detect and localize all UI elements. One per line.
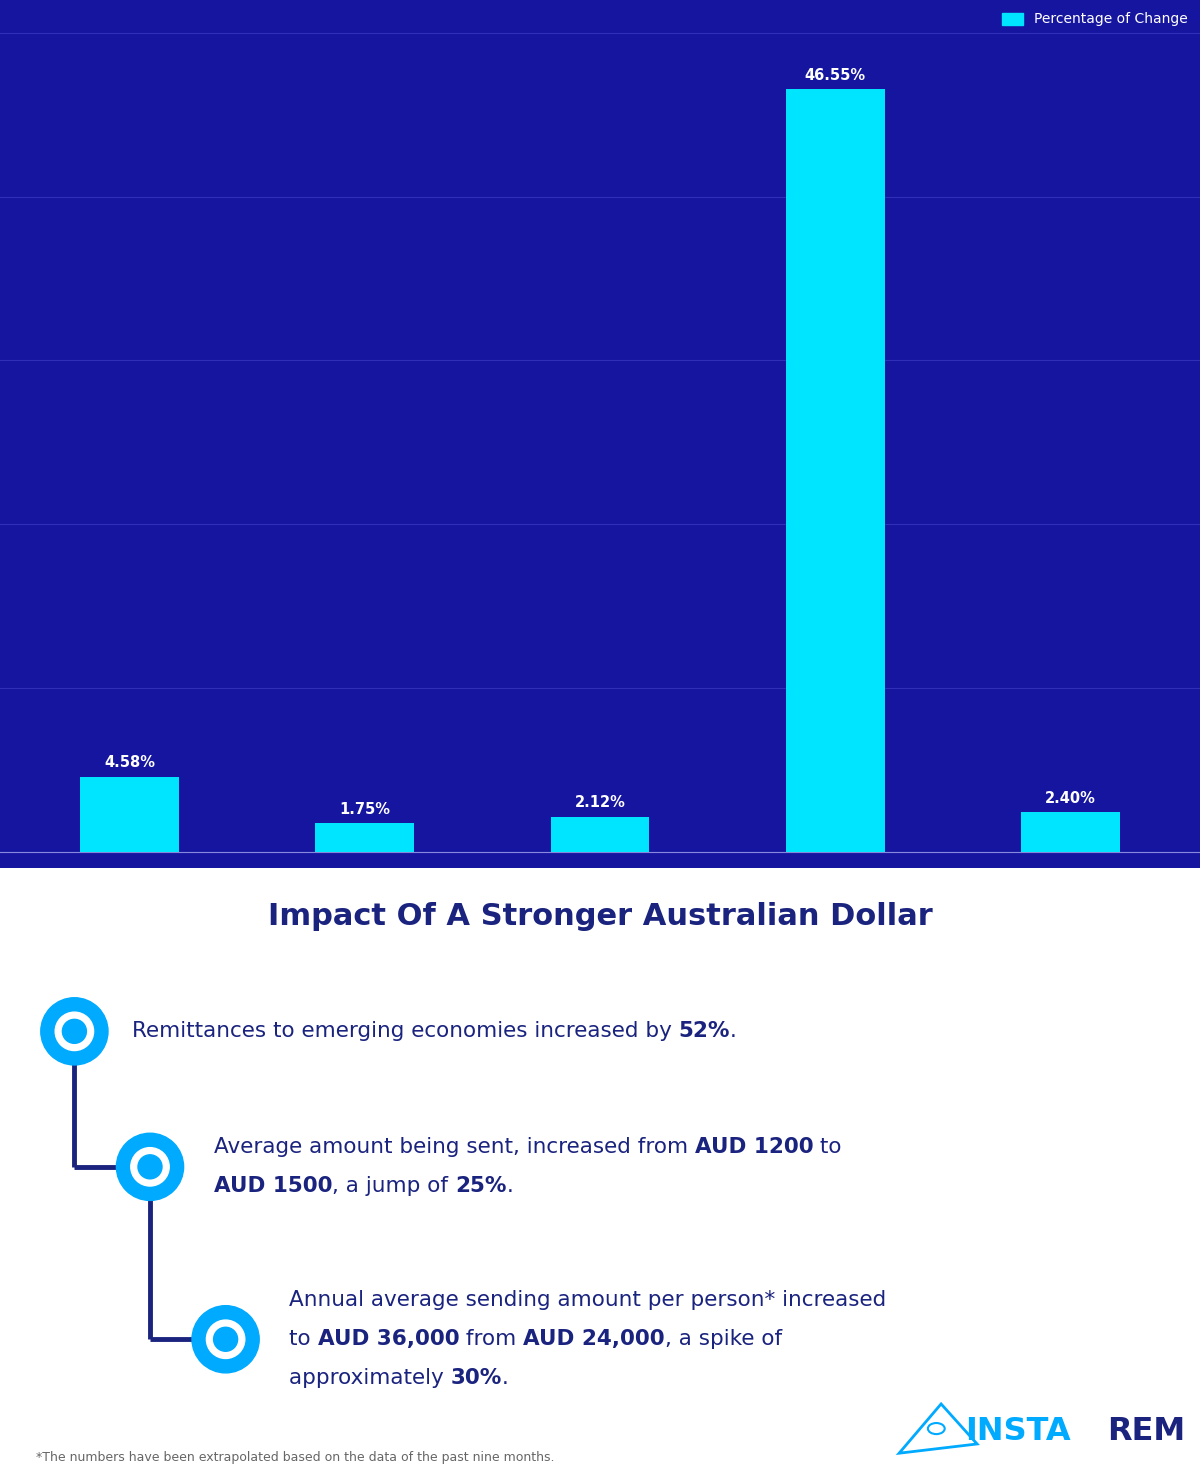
Text: 2.40%: 2.40% — [1045, 791, 1096, 806]
Ellipse shape — [206, 1321, 245, 1358]
Text: .: . — [506, 1177, 514, 1196]
Text: INSTA: INSTA — [965, 1416, 1072, 1447]
Legend: Percentage of Change: Percentage of Change — [996, 7, 1193, 33]
Bar — [786, 89, 884, 852]
Text: 30%: 30% — [451, 1368, 502, 1388]
Bar — [1021, 812, 1120, 852]
Text: AUD 1200: AUD 1200 — [695, 1137, 814, 1158]
Text: .: . — [730, 1021, 737, 1042]
Text: Average amount being sent, increased from: Average amount being sent, increased fro… — [214, 1137, 695, 1158]
Text: AUD 36,000: AUD 36,000 — [318, 1330, 460, 1349]
Text: .: . — [502, 1368, 509, 1388]
Text: 25%: 25% — [455, 1177, 506, 1196]
Ellipse shape — [214, 1327, 238, 1352]
Text: REM: REM — [1108, 1416, 1186, 1447]
Text: *The numbers have been extrapolated based on the data of the past nine months.: *The numbers have been extrapolated base… — [36, 1451, 554, 1465]
Text: Remittances to emerging economies increased by: Remittances to emerging economies increa… — [132, 1021, 679, 1042]
Text: from: from — [460, 1330, 523, 1349]
Text: approximately: approximately — [289, 1368, 451, 1388]
Bar — [316, 824, 414, 852]
Bar — [80, 776, 179, 852]
Text: , a jump of: , a jump of — [332, 1177, 455, 1196]
Text: to: to — [289, 1330, 318, 1349]
Text: 4.58%: 4.58% — [104, 755, 155, 770]
Ellipse shape — [62, 1020, 86, 1043]
Text: 46.55%: 46.55% — [805, 68, 866, 83]
Text: to: to — [814, 1137, 841, 1158]
Text: Annual average sending amount per person* increased: Annual average sending amount per person… — [289, 1291, 887, 1310]
Ellipse shape — [116, 1134, 184, 1201]
Ellipse shape — [138, 1155, 162, 1178]
Text: 1.75%: 1.75% — [340, 801, 390, 816]
Ellipse shape — [192, 1306, 259, 1373]
Text: Impact Of A Stronger Australian Dollar: Impact Of A Stronger Australian Dollar — [268, 902, 932, 930]
Ellipse shape — [131, 1147, 169, 1186]
Text: 2.12%: 2.12% — [575, 795, 625, 810]
Ellipse shape — [41, 997, 108, 1066]
Ellipse shape — [55, 1012, 94, 1051]
Text: , a spike of: , a spike of — [665, 1330, 782, 1349]
Text: 52%: 52% — [679, 1021, 730, 1042]
Text: AUD 1500: AUD 1500 — [214, 1177, 332, 1196]
Text: AUD 24,000: AUD 24,000 — [523, 1330, 665, 1349]
Bar — [551, 818, 649, 852]
